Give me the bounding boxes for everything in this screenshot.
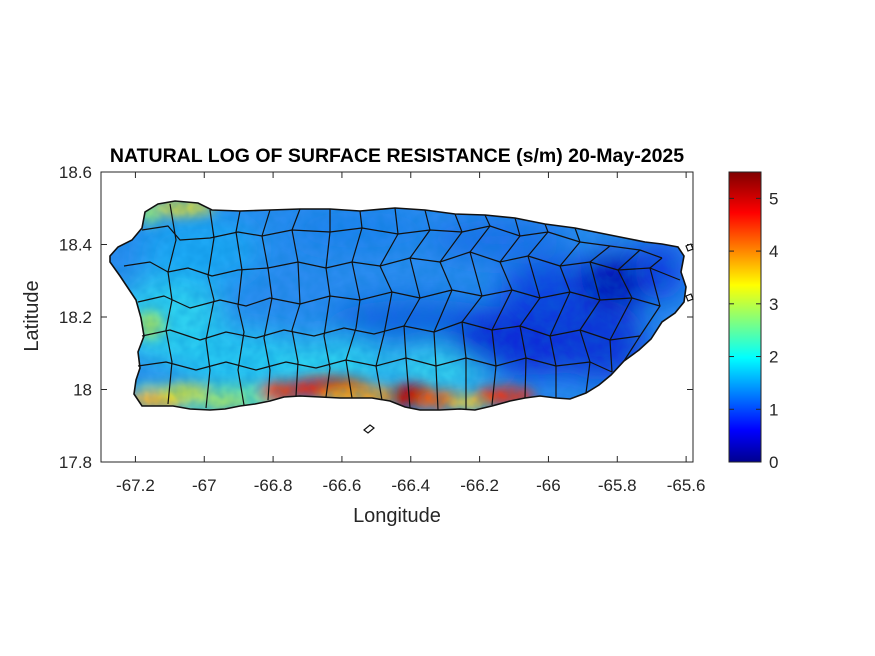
y-tick-label: 17.8 — [59, 453, 92, 472]
y-tick-label: 18.2 — [59, 308, 92, 327]
x-tick-label: -66.4 — [391, 476, 430, 495]
colorbar-tick-label: 1 — [769, 400, 778, 419]
x-tick-label: -65.8 — [598, 476, 637, 495]
x-tick-label: -65.6 — [667, 476, 706, 495]
colorbar-tick-label: 0 — [769, 453, 778, 472]
y-tick-label: 18.4 — [59, 236, 92, 255]
municipal-boundaries — [123, 203, 681, 411]
colorbar-tick-label: 5 — [769, 189, 778, 208]
x-tick-labels: -67.2 -67 -66.8 -66.6 -66.4 -66.2 -66 -6… — [116, 476, 705, 495]
y-axis-label: Latitude — [21, 280, 43, 351]
heatmap-field — [110, 201, 686, 410]
colorbar-tick-labels: 0 1 2 3 4 5 — [769, 189, 778, 472]
colorbar-ticks — [729, 197, 761, 463]
colorbar-tick-label: 2 — [769, 348, 778, 367]
x-tick-label: -66.8 — [254, 476, 293, 495]
x-tick-label: -67 — [192, 476, 217, 495]
x-axis-label: Longitude — [353, 505, 441, 527]
y-tick-labels: 17.8 18 18.2 18.4 18.6 — [59, 163, 92, 472]
colorbar-tick-label: 3 — [769, 295, 778, 314]
y-tick-label: 18.6 — [59, 163, 92, 182]
y-tick-label: 18 — [73, 381, 92, 400]
colorbar — [728, 171, 762, 463]
chart-title: NATURAL LOG OF SURFACE RESISTANCE (s/m) … — [110, 145, 684, 167]
axis-ticks — [101, 171, 693, 463]
x-tick-label: -66.2 — [460, 476, 499, 495]
x-tick-label: -66.6 — [323, 476, 362, 495]
x-tick-label: -66 — [536, 476, 561, 495]
x-tick-label: -67.2 — [116, 476, 155, 495]
colorbar-tick-label: 4 — [769, 242, 778, 261]
